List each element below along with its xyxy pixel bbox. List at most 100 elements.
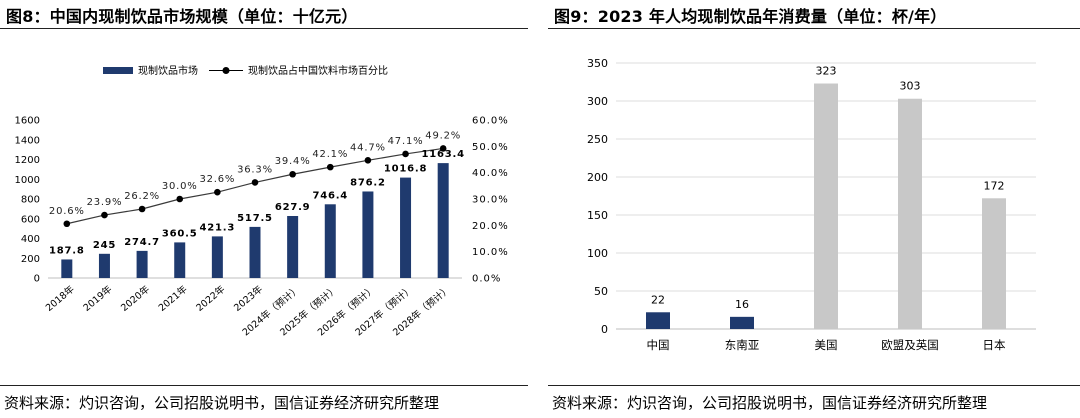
bar-data-label: 16 [735,298,749,311]
y-left-tick-label: 0 [34,274,40,285]
y-tick-label: 200 [587,171,608,184]
x-tick-label: 2018年 [43,283,77,314]
y-tick-label: 150 [587,209,608,222]
y-left-tick-label: 1200 [15,155,40,166]
x-tick-label: 2022年 [194,283,228,314]
bar-market-2019年 [98,253,110,278]
market-size-title: 图8：中国内现制饮品市场规模（单位：十亿元） [6,7,358,26]
y-left-tick-label: 1400 [15,135,40,146]
per-capita-chart: 0 50 100 150 200 250 300 350 22 中国 16 东南亚 323 美国 303 欧盟… [587,57,1036,352]
y-tick-label: 100 [587,247,608,260]
x-tick-label: 2019年 [81,283,115,314]
x-tick-label: 东南亚 [725,338,760,352]
share-point-2023年 [251,179,259,186]
share-point-2024年（预计） [289,170,296,178]
market-size-source: 资料来源：灼识咨询，公司招股说明书，国信证券经济研究所整理 [4,394,440,412]
share-point-2018年 [63,220,71,228]
y-left-tick-label: 1600 [15,116,40,127]
bar-market-2026年（预计） [362,191,374,278]
x-tick-label: 2021年 [156,283,190,314]
share-data-label: 44.7% [350,142,386,153]
share-point-2022年 [214,188,221,196]
bar-market-2020年 [136,250,148,278]
per-capita-panel: 图9：2023 年人均现制饮品年消费量（单位：杯/年） 0 50 100 150 200… [548,0,1080,418]
legend: 现制饮品市场 现制饮品占中国饮料市场百分比 [103,64,388,77]
legend-marker-share [222,67,230,74]
share-data-label: 47.1% [388,136,424,147]
bar-market-2022年 [211,236,223,278]
legend-label-share: 现制饮品占中国饮料市场百分比 [248,64,388,77]
share-point-2027年（预计） [402,150,409,158]
y-right-tick-label: 20.0% [472,221,509,232]
bar-data-label: 1163.4 [421,149,464,160]
share-point-2026年（预计） [364,156,372,164]
share-point-2021年 [176,195,184,203]
x-tick-label: 2020年 [118,283,152,314]
bar-美国 [814,83,838,329]
bar-data-label: 245 [93,240,116,251]
share-data-label: 42.1% [312,149,348,160]
share-data-label: 49.2% [425,130,461,141]
bar-data-label: 876.2 [350,177,386,188]
bar-日本 [982,198,1006,329]
market-size-panel: 图8：中国内现制饮品市场规模（单位：十亿元） 现制饮品市场 现制饮品占中国饮料市场… [0,0,528,418]
y-right-tick-label: 60.0% [472,116,509,127]
share-data-label: 30.0% [162,181,198,192]
source-divider [548,385,1080,386]
market-size-chart: 现制饮品市场 现制饮品占中国饮料市场百分比 0 200 400 600 800 1000 120… [15,64,509,338]
bar-data-label: 746.4 [312,190,348,201]
x-tick-label: 日本 [983,338,1006,352]
share-data-label: 23.9% [87,197,123,208]
y-left-tick-label: 200 [21,254,40,265]
title-divider [0,28,528,29]
bar-data-label: 187.8 [49,245,85,256]
share-data-label: 26.2% [124,191,160,202]
title-divider [548,28,1080,29]
legend-swatch-market [103,67,133,74]
bar-market-2025年（预计） [324,204,336,278]
share-data-label: 36.3% [237,164,273,175]
bar-data-label: 1016.8 [384,164,427,175]
bar-欧盟及英国 [898,98,922,329]
y-tick-label: 50 [594,285,608,298]
y-tick-label: 0 [601,323,608,336]
legend-label-market: 现制饮品市场 [138,64,198,77]
y-left-tick-label: 1000 [15,175,40,186]
bar-market-2027年（预计） [400,177,412,278]
y-tick-label: 350 [587,57,608,70]
bar-market-2024年（预计） [287,215,299,278]
bar-market-2028年（预计） [437,163,449,278]
share-point-2020年 [138,205,146,213]
share-data-label: 20.6% [49,206,85,217]
share-point-2019年 [101,211,108,219]
bar-data-label: 303 [900,80,921,93]
source-divider [0,385,528,386]
y-right-tick-label: 30.0% [472,195,509,206]
bar-data-label: 627.9 [275,202,311,213]
x-tick-label: 中国 [647,338,670,352]
bar-market-2023年 [249,226,261,278]
bar-中国 [646,312,670,329]
share-data-label: 32.6% [199,174,235,185]
bar-data-label: 323 [816,65,837,78]
bar-data-label: 421.3 [200,222,236,233]
x-tick-label: 2023年 [231,283,265,314]
y-tick-label: 300 [587,95,608,108]
y-right-tick-label: 10.0% [472,247,509,258]
bar-data-label: 274.7 [124,237,160,248]
x-tick-label: 美国 [815,338,838,352]
share-point-2028年（预计） [439,145,447,152]
y-left-tick-label: 400 [21,234,40,245]
share-data-label: 39.4% [275,156,311,167]
share-point-2025年（预计） [326,163,334,171]
y-left-tick-label: 600 [21,214,40,225]
bar-东南亚 [730,316,754,329]
bar-data-label: 517.5 [237,213,273,224]
y-left-tick-label: 800 [21,195,40,206]
y-right-tick-label: 50.0% [472,142,509,153]
per-capita-source: 资料来源：灼识咨询，公司招股说明书，国信证券经济研究所整理 [552,394,988,412]
per-capita-title: 图9：2023 年人均现制饮品年消费量（单位：杯/年） [554,7,947,26]
bar-market-2021年 [174,242,186,278]
bar-data-label: 22 [651,293,665,306]
bar-market-2018年 [61,259,73,278]
